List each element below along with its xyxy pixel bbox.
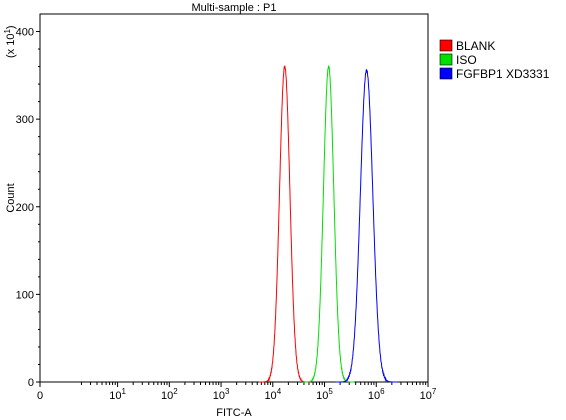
x-tick-label: 101 [109, 387, 126, 402]
legend-label: FGFBP1 XD3331 [456, 67, 550, 81]
legend-swatch [439, 39, 453, 52]
axes-layer: 0 100 200 300 400 0 101 102 103 104 105 106 107 [16, 27, 437, 402]
x-tick-label: 104 [264, 387, 281, 402]
y-tick-label: 300 [16, 114, 34, 126]
legend-swatch [439, 67, 453, 80]
y-scale-note: (x 101) [3, 25, 17, 58]
legend-swatch [439, 53, 453, 66]
plot-frame [39, 13, 429, 383]
x-tick-label: 102 [161, 387, 178, 402]
legend-label: ISO [456, 53, 477, 67]
x-axis-label: FITC-A [216, 407, 252, 419]
chart-title: Multi-sample : P1 [192, 2, 277, 14]
x-tick-label: 103 [213, 387, 230, 402]
curves-layer [258, 65, 398, 383]
y-axis-label: Count [5, 183, 17, 212]
y-tick-label: 0 [28, 377, 34, 389]
y-tick-label: 200 [16, 202, 34, 214]
x-tick-label: 106 [368, 387, 385, 402]
x-tick-label: 105 [316, 387, 333, 402]
legend-label: BLANK [456, 39, 495, 53]
y-tick-label: 400 [16, 27, 34, 39]
y-tick-label: 100 [16, 289, 34, 301]
series-line-fgfbp1-xd3331 [335, 69, 398, 383]
x-tick-label: 107 [420, 387, 437, 402]
x-tick-label: 0 [37, 390, 43, 402]
series-line-blank [258, 65, 311, 383]
